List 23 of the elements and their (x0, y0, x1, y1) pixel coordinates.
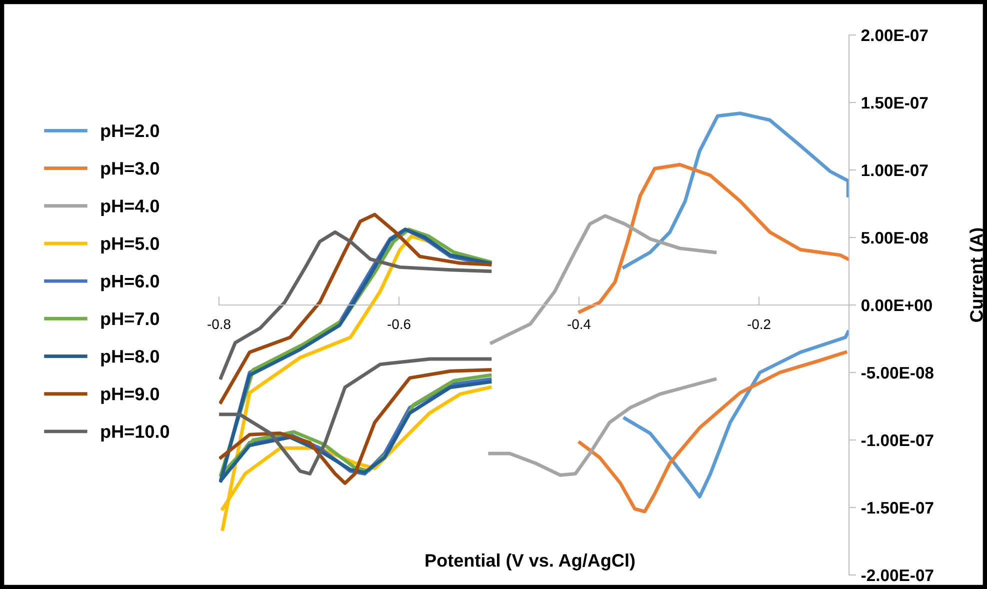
y-tick-label: -5.00E-08 (861, 366, 934, 379)
legend-label: pH=5.0 (101, 237, 159, 254)
x-tick-label: -0.6 (388, 319, 410, 330)
x-tick-label: -0.8 (208, 319, 230, 330)
y-tick-label: 0.00E+00 (861, 299, 932, 312)
legend-label: pH=8.0 (101, 350, 159, 366)
x-tick-label: -0.2 (748, 319, 770, 330)
y-tick-label: 5.00E-08 (861, 232, 928, 244)
legend-label: pH=7.0 (101, 312, 159, 329)
y-tick-label: -1.50E-07 (861, 502, 934, 514)
x-axis-title: Potential (V vs. Ag/AgCl) (426, 554, 635, 570)
legend-label: pH=10.0 (101, 425, 170, 442)
legend-label: pH=3.0 (101, 162, 159, 178)
y-tick-label: 2.00E-07 (861, 29, 928, 42)
y-tick-label: -1.00E-07 (861, 434, 934, 446)
y-tick-label: -2.00E-07 (861, 569, 934, 582)
y-tick-label: 1.00E-07 (862, 164, 928, 176)
legend-label: pH=2.0 (101, 124, 159, 141)
y-tick-label: 1.50E-07 (862, 96, 928, 109)
legend-label: pH=6.0 (101, 274, 159, 292)
x-tick-label: -0.4 (568, 319, 591, 330)
legend-label: pH=4.0 (101, 200, 159, 216)
legend-label: pH=9.0 (101, 388, 159, 404)
